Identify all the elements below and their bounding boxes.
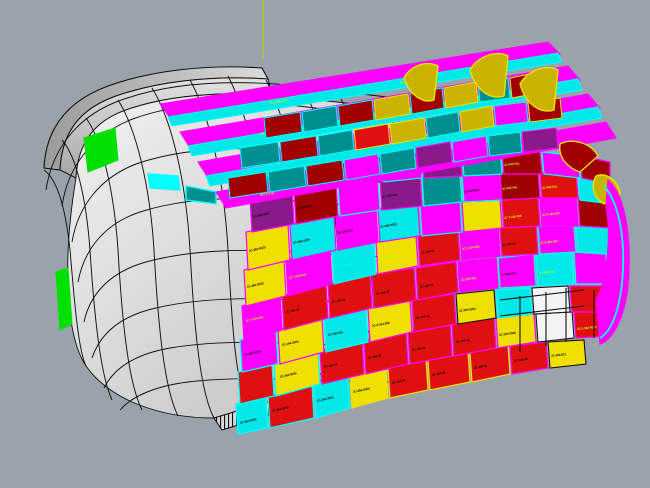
deck-block-mag-1[interactable] [493,101,529,127]
deck-block-red-5[interactable] [279,135,319,163]
deck-block-red-1[interactable] [263,111,303,139]
stern-cap-outline[interactable] [595,178,630,345]
deck-edge-strips[interactable]: HL-445-1-01 HL-445-1-02 AP-5-445-3-01a A… [159,41,630,345]
panel-JC-384-021[interactable] [547,339,587,369]
panel-r6-mag-1[interactable] [419,201,463,237]
deck-block-mag-2[interactable] [343,153,381,181]
stern-cap-cyan-edge[interactable] [599,185,625,339]
aft-house-dkred-1[interactable] [559,140,599,173]
deck-block-red-2[interactable] [337,99,375,127]
deck-block-mag-3[interactable] [451,135,489,163]
deck-block-red-7[interactable] [227,171,269,199]
deck-strip-1-magenta[interactable] [159,41,562,119]
deck-block-olive-2[interactable] [443,81,479,109]
panel-JC-184-02a[interactable] [457,257,499,293]
shell-row-6[interactable]: JC-384-002b JC-384-022b JC-384-001 JC-38… [245,197,613,271]
panel-r5-cyan-2[interactable] [575,225,611,255]
panel-JC-184-004c[interactable] [495,313,537,349]
deck-block-red-6[interactable] [353,123,391,151]
aft-house-panels[interactable] [403,52,621,205]
highlight-panel-cyan-deck[interactable] [147,173,181,191]
deck-block-teal-8[interactable] [487,131,523,157]
panel-JC-184-01a[interactable] [497,253,537,289]
panel-r7-teal-1[interactable] [421,173,463,207]
panel-JC-384-023b[interactable] [377,205,421,243]
panel-r5-red-1[interactable] [417,231,461,267]
deck-block-teal-1[interactable] [301,105,339,133]
panel-JC-7-184-006[interactable] [459,227,501,261]
aft-house-olive-2[interactable] [519,66,559,112]
deck-block-olive-1[interactable] [373,93,411,121]
deck-block-teal-7[interactable] [379,147,417,175]
deck-block-red-8[interactable] [305,159,345,187]
panel-r6-yellow-1[interactable] [461,199,503,233]
internal-structure-lines [499,288,595,352]
panel-JC-2-384-005c[interactable] [537,225,577,255]
panel-JC-184-06[interactable] [509,341,549,375]
panel-r5-red-2[interactable] [499,225,539,257]
deck-block-olive-4[interactable] [459,105,495,133]
panel-r6-red-1[interactable] [501,197,541,229]
highlight-panel-green-sheer[interactable] [83,127,119,173]
panel-JC-184-03a[interactable] [535,251,575,287]
panel-r7-dkred-1[interactable] [499,171,541,201]
panel-aft-mag-1[interactable] [573,251,609,285]
panel-aft-white-1[interactable] [535,311,575,343]
deck-block-olive-3[interactable] [389,117,427,145]
deck-block-teal-3[interactable] [239,141,281,169]
panel-JC-384-020a[interactable] [455,289,497,325]
panel-r7-mag-3[interactable] [461,171,503,203]
panel-r6-mag-2[interactable] [539,197,579,227]
panel-aft-cyan-1[interactable] [495,287,533,319]
aft-house-olive-1[interactable] [469,52,509,98]
panel-JC-184-03d[interactable] [415,261,459,301]
highlight-panel-green-stem[interactable] [55,267,73,331]
deck-block-teal-4[interactable] [317,129,355,157]
deck-block-purple-2[interactable] [521,127,559,153]
highlight-panel-teal-deck[interactable] [185,185,217,205]
deck-block-purple-1[interactable] [415,141,453,169]
aft-house-olive-3[interactable] [403,62,439,102]
deck-block-teal-6[interactable] [267,165,307,193]
deck-block-teal-5[interactable] [425,111,461,139]
